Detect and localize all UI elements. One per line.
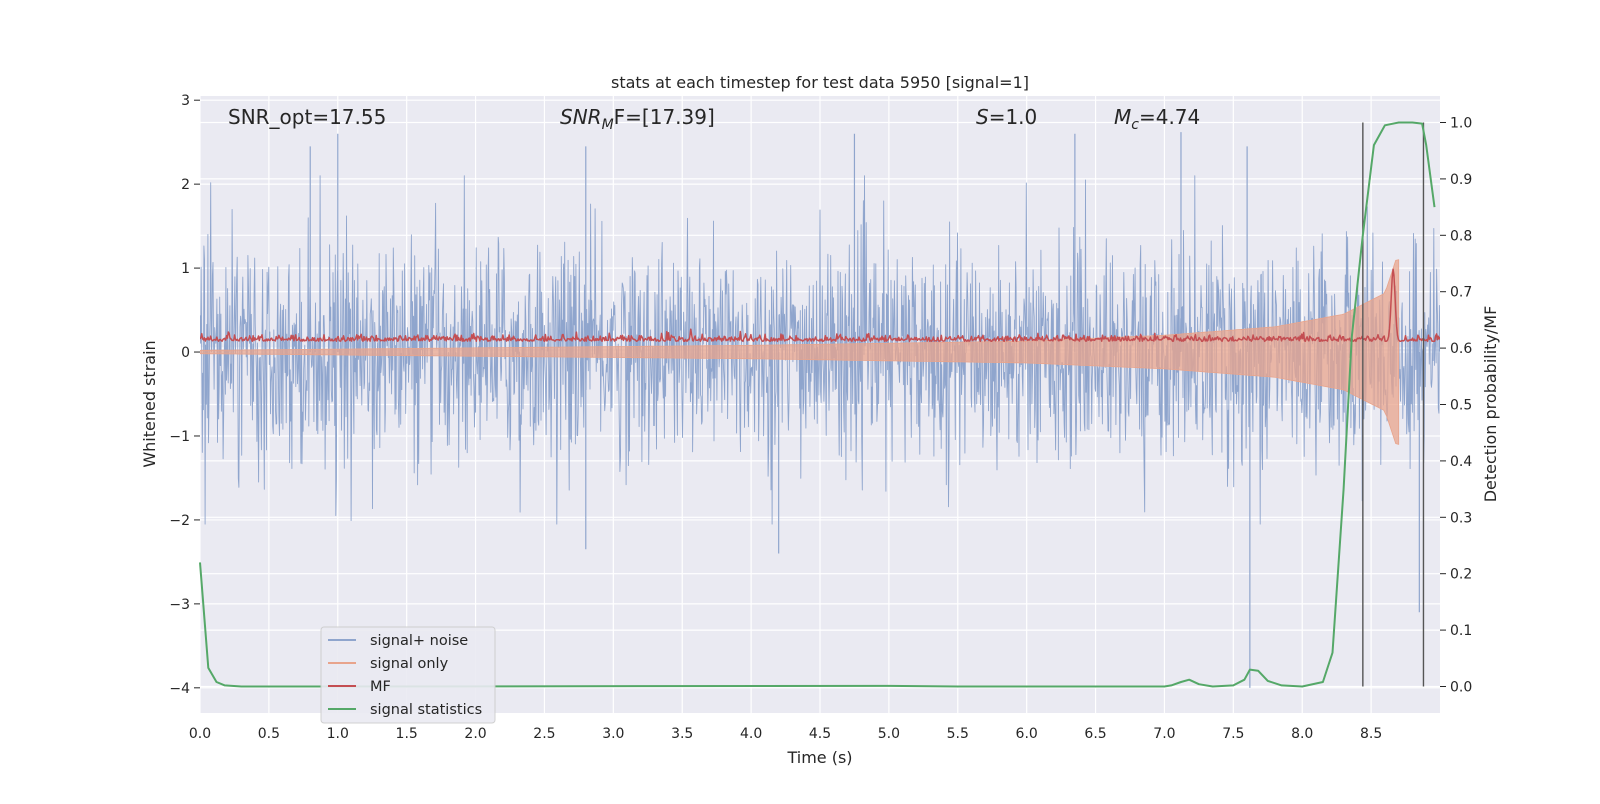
series-signal-only <box>200 259 1400 445</box>
x-axis-ticks: 0.0 0.5 1.0 1.5 2.0 2.5 3.0 3.5 4.0 4.5 5.0 5.5 6.0 6… <box>189 726 1382 742</box>
y2-tick-label: 0.5 <box>1450 398 1472 414</box>
x-tick-label: 5.0 <box>878 726 900 742</box>
annotation-mc: Mc=4.74 <box>1114 105 1200 133</box>
legend: signal+ noise signal only MF signal stat… <box>320 626 496 724</box>
y2-tick-label: 0.6 <box>1450 341 1472 357</box>
y2-tick-label: 1.0 <box>1450 116 1472 132</box>
snr-mf-subscript: M <box>602 117 614 133</box>
x-tick-label: 7.5 <box>1222 726 1244 742</box>
x-tick-label: 8.0 <box>1291 726 1313 742</box>
legend-label-mf: MF <box>370 679 391 695</box>
y-axis-ticks: 3 2 1 0 −1 −2 −3 −4 <box>169 93 200 697</box>
y2-tick-label: 0.0 <box>1450 679 1472 695</box>
y-tick-label: 0 <box>181 345 190 361</box>
legend-label-signal: signal only <box>370 656 449 672</box>
y-tick-label: −3 <box>169 597 190 613</box>
y2-axis-label: Detection probability/MF <box>1481 306 1500 503</box>
snr-mf-symbol: SNR <box>560 105 602 129</box>
mc-value: =4.74 <box>1139 105 1200 129</box>
series-signal-statistics <box>199 121 1436 688</box>
x-tick-label: 4.5 <box>809 726 831 742</box>
x-tick-label: 8.5 <box>1360 726 1382 742</box>
legend-box <box>320 626 496 724</box>
y-tick-label: 2 <box>181 177 190 193</box>
x-tick-label: 2.5 <box>533 726 555 742</box>
chart-title: stats at each timestep for test data 595… <box>611 73 1029 92</box>
snr-mf-value: F=[17.39] <box>614 105 715 129</box>
y2-tick-label: 0.8 <box>1450 228 1472 244</box>
y-tick-label: −2 <box>169 513 190 529</box>
vertical-markers <box>1362 122 1425 687</box>
y2-tick-label: 0.3 <box>1450 510 1472 526</box>
y2-tick-label: 0.7 <box>1450 285 1472 301</box>
y-tick-label: −4 <box>169 681 190 697</box>
y-tick-label: 3 <box>181 93 190 109</box>
y2-tick-label: 0.1 <box>1450 623 1472 639</box>
x-tick-label: 1.0 <box>327 726 349 742</box>
legend-label-stats: signal statistics <box>370 702 482 718</box>
y-axis-label: Whitened strain <box>140 340 159 467</box>
mc-symbol: M <box>1114 105 1131 129</box>
x-tick-label: 0.5 <box>258 726 280 742</box>
annotation-snr-mf: SNRMF=[17.39] <box>560 105 715 133</box>
y2-tick-label: 0.4 <box>1450 454 1472 470</box>
x-tick-label: 3.0 <box>602 726 624 742</box>
x-tick-label: 1.5 <box>396 726 418 742</box>
y2-axis-ticks: 1.0 0.9 0.8 0.7 0.6 0.5 0.4 0.3 0.2 0.1 0.0 <box>1440 116 1472 695</box>
x-tick-label: 6.0 <box>1016 726 1038 742</box>
s-value: =1.0 <box>989 105 1038 129</box>
noise-trace <box>200 175 1440 525</box>
x-tick-label: 3.5 <box>671 726 693 742</box>
y2-tick-label: 0.9 <box>1450 172 1472 188</box>
x-tick-label: 5.5 <box>947 726 969 742</box>
x-tick-label: 2.0 <box>464 726 486 742</box>
s-symbol: S <box>976 105 989 129</box>
legend-label-noise: signal+ noise <box>370 633 468 649</box>
signal-envelope <box>200 259 1400 445</box>
x-tick-label: 0.0 <box>189 726 211 742</box>
annotation-s: S=1.0 <box>976 105 1037 129</box>
x-tick-label: 7.0 <box>1153 726 1175 742</box>
x-tick-label: 6.5 <box>1084 726 1106 742</box>
series-mf <box>200 268 1440 343</box>
y-tick-label: 1 <box>181 261 190 277</box>
x-axis-label: Time (s) <box>786 748 852 767</box>
annotation-snr-opt: SNR_opt=17.55 <box>228 105 386 129</box>
y-tick-label: −1 <box>169 429 190 445</box>
stats-trace <box>199 121 1436 688</box>
series-signal-noise <box>200 132 1440 688</box>
x-tick-label: 4.0 <box>740 726 762 742</box>
mf-trace <box>200 268 1440 343</box>
y2-tick-label: 0.2 <box>1450 567 1472 583</box>
mc-subscript: c <box>1131 117 1139 133</box>
